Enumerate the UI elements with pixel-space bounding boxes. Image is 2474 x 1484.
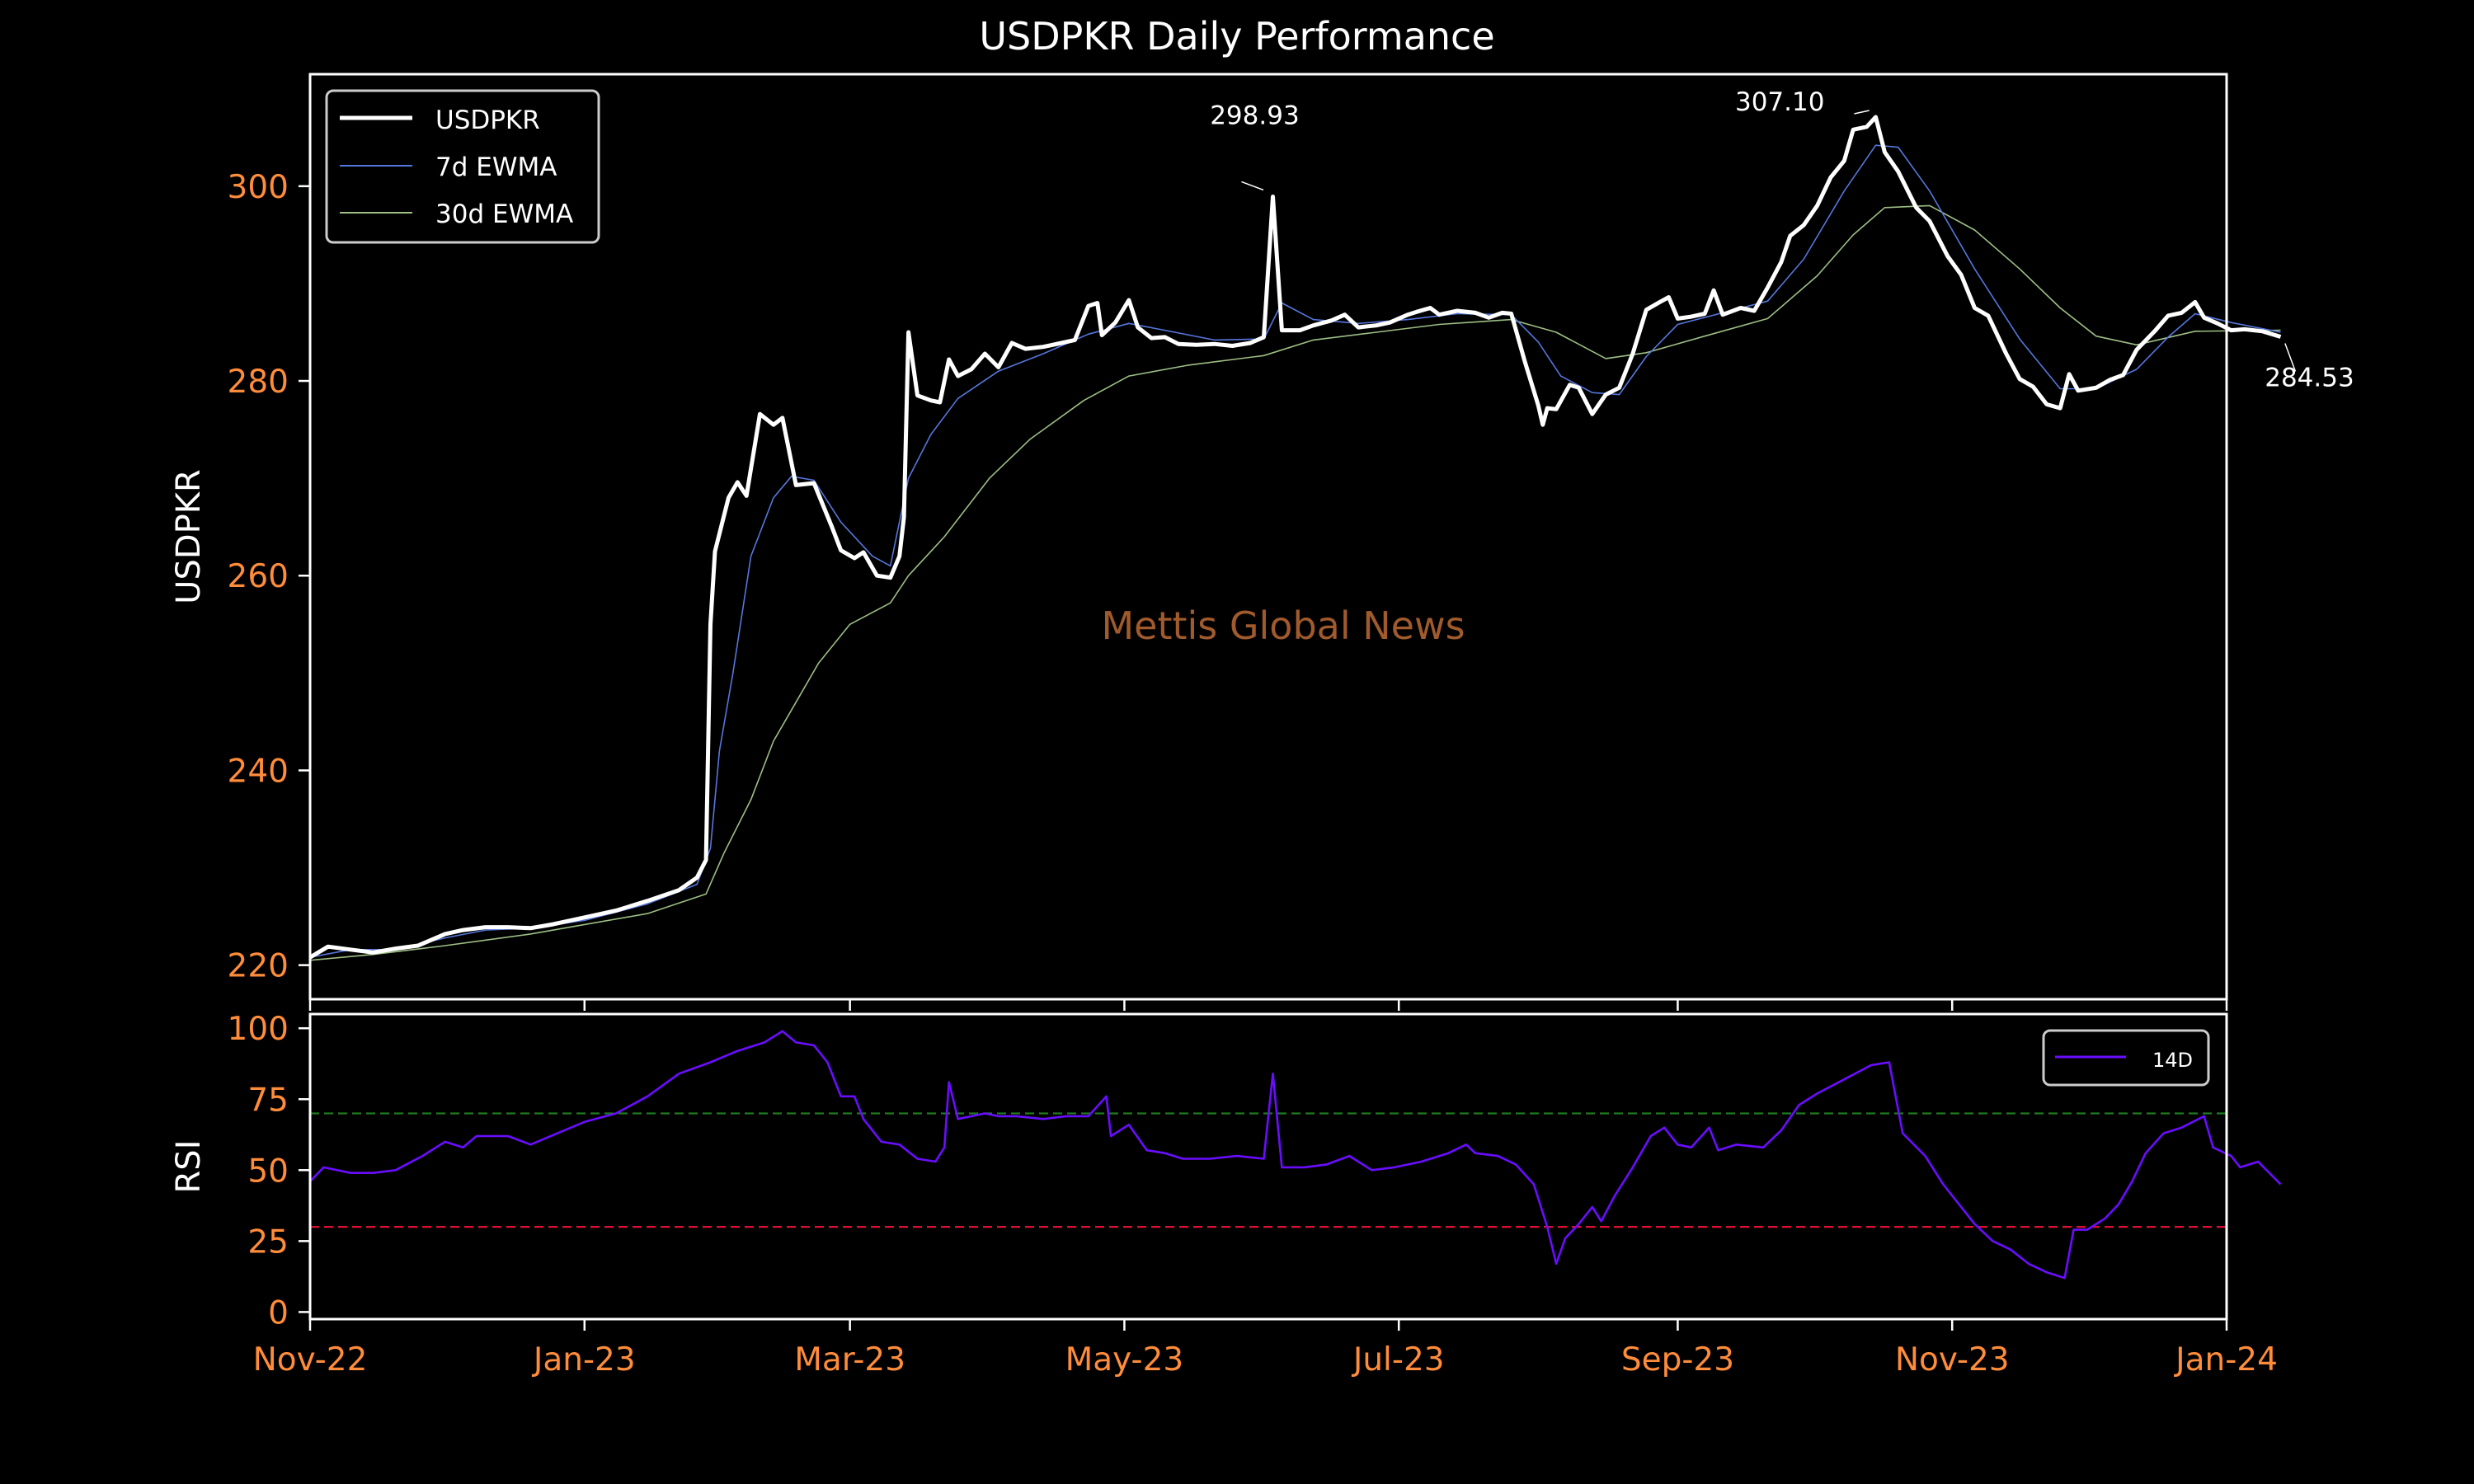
series-line-30d-ewma (309, 204, 2281, 961)
annotation-leader (1241, 181, 1264, 191)
annotation-leader (2284, 343, 2297, 372)
rsi-panel-frame (308, 1012, 2228, 1321)
rsi-panel: 0 25 50 75 100 Nov-22 Jan-23 Mar-23 May-23 Jul-2… (170, 1011, 2282, 1378)
price-panel-frame (308, 73, 2228, 1001)
x-tick-label: Nov-23 (1895, 1341, 2010, 1378)
price-y-axis: 220 240 260 280 300 (228, 169, 310, 985)
watermark: Mettis Global News (1101, 603, 1465, 648)
rsi-y-tick-label: 50 (247, 1153, 289, 1190)
rsi-y-tick-label: 100 (228, 1011, 289, 1048)
y-tick-label: 280 (228, 364, 289, 401)
annotation-leader (1854, 110, 1870, 115)
x-tick-label: Jan-23 (531, 1341, 636, 1378)
annotation-label: 284.53 (2265, 364, 2354, 393)
price-legend-box (325, 89, 600, 244)
rsi-series-group (309, 1030, 2282, 1280)
x-tick-label: Jul-23 (1351, 1341, 1445, 1378)
price-x-axis (308, 999, 2228, 1011)
x-tick-label: Mar-23 (794, 1341, 905, 1378)
rsi-legend: 14D (2042, 1029, 2210, 1087)
rsi-x-axis: Nov-22 Jan-23 Mar-23 May-23 Jul-23 Sep-23 Nov-… (253, 1319, 2278, 1378)
price-series-group (308, 115, 2282, 961)
legend-label-14d: 14D (2152, 1049, 2193, 1072)
x-tick-label: May-23 (1065, 1341, 1184, 1378)
rsi-y-tick-label: 75 (247, 1082, 289, 1119)
rsi-y-tick-label: 25 (247, 1223, 289, 1261)
chart-title: USDPKR Daily Performance (979, 14, 1494, 59)
rsi-y-axis: 0 25 50 75 100 (228, 1011, 310, 1331)
price-legend: USDPKR 7d EWMA 30d EWMA (325, 89, 600, 244)
price-annotations: 298.93 307.10 284.53 (1210, 87, 2354, 393)
x-tick-label: Sep-23 (1621, 1341, 1734, 1378)
x-tick-label: Jan-24 (2173, 1341, 2278, 1378)
price-panel: Mettis Global News 298.93 307.10 284.53 22… (170, 73, 2354, 1011)
y-tick-label: 220 (228, 948, 289, 985)
y-tick-label: 240 (228, 753, 289, 790)
rsi-y-tick-label: 0 (268, 1294, 289, 1331)
y-tick-label: 260 (228, 558, 289, 595)
x-tick-label: Nov-22 (253, 1341, 368, 1378)
legend-label-7d-ewma: 7d EWMA (435, 153, 557, 182)
series-line-usdpkr (308, 115, 2282, 960)
annotation-label: 298.93 (1210, 101, 1299, 130)
rsi-y-label: RSI (170, 1140, 208, 1194)
series-line-14d (309, 1030, 2282, 1280)
price-y-label: USDPKR (170, 469, 208, 604)
y-tick-label: 300 (228, 169, 289, 206)
legend-label-usdpkr: USDPKR (435, 106, 540, 135)
legend-label-30d-ewma: 30d EWMA (435, 200, 573, 229)
annotation-label: 307.10 (1735, 87, 1824, 117)
